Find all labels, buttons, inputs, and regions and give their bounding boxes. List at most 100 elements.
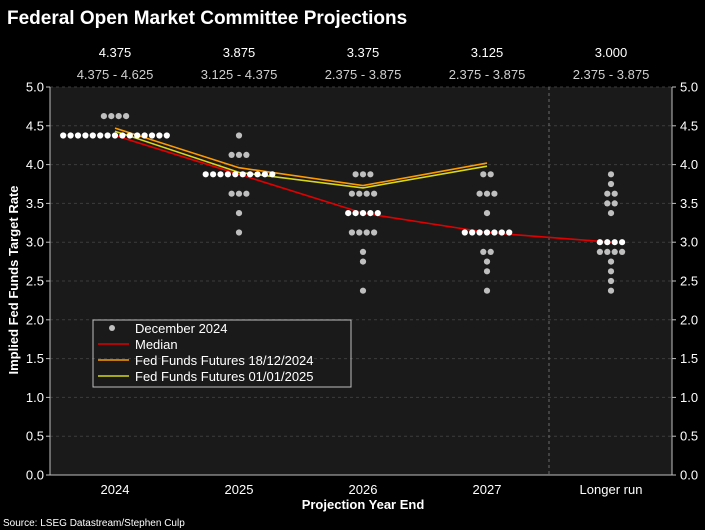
x-tick-label: 2024: [101, 482, 130, 497]
projection-dot: [483, 258, 491, 265]
range-label: 2.375 - 3.875: [573, 67, 650, 82]
projection-dot: [611, 200, 618, 207]
projection-dot: [371, 229, 378, 236]
projection-dot: [469, 229, 476, 236]
projection-dot: [607, 277, 615, 285]
projection-dot: [163, 132, 170, 139]
projection-dot: [82, 132, 89, 139]
projection-dot: [228, 151, 235, 158]
projection-dot: [243, 190, 250, 197]
projection-dot: [607, 180, 615, 188]
median-label: 4.375: [99, 45, 132, 60]
projection-dot: [261, 171, 268, 178]
y-tick-label-right: 3.0: [680, 235, 698, 250]
series-line: [114, 130, 488, 189]
projection-dot: [156, 132, 163, 139]
y-tick-label-left: 2.0: [26, 312, 44, 327]
projection-dot: [348, 190, 355, 197]
projection-dot: [232, 171, 239, 178]
y-tick-label-right: 5.0: [680, 80, 698, 95]
projection-dot: [483, 229, 491, 236]
projection-dot: [487, 248, 494, 255]
y-tick-label-right: 1.5: [680, 351, 698, 366]
projection-dot: [115, 113, 122, 120]
projection-dot: [148, 132, 156, 139]
projection-dot: [356, 229, 363, 236]
y-axis-left: 0.0 0.5 1.0 1.5 2.0 2.5 3.0 3.5 4.0 4.5 5.0: [26, 80, 51, 483]
y-tick-label-left: 4.0: [26, 157, 44, 172]
projection-dot: [483, 190, 491, 197]
projection-dot: [111, 132, 119, 139]
projection-dot: [126, 132, 133, 139]
range-label: 4.375 - 4.625: [77, 67, 154, 82]
y-axis-right: 0.0 0.5 1.0 1.5 2.0 2.5 3.0 3.5 4.0 4.5 5.0: [671, 80, 698, 483]
projection-dot: [607, 287, 615, 294]
x-tick-label: Longer run: [580, 482, 643, 497]
projection-dot: [228, 190, 235, 197]
projection-dot: [604, 190, 611, 197]
projection-dot: [224, 171, 231, 178]
projection-dot: [611, 239, 618, 246]
projection-dot: [243, 151, 250, 158]
y-tick-label-left: 3.5: [26, 196, 44, 211]
projection-dot: [483, 287, 491, 294]
legend: December 2024 Median Fed Funds Futures 1…: [92, 319, 352, 388]
y-tick-label-left: 0.0: [26, 468, 44, 483]
projection-dot: [371, 190, 378, 197]
x-axis-title: Projection Year End: [302, 497, 425, 512]
projection-dot: [359, 210, 367, 217]
y-tick-label-right: 3.5: [680, 196, 698, 211]
projection-dot: [491, 229, 498, 236]
projection-dot: [604, 248, 611, 255]
y-tick-label-right: 4.5: [680, 118, 698, 133]
projection-dot: [345, 210, 352, 217]
projection-dot: [619, 239, 626, 246]
projection-dot: [611, 248, 618, 255]
projection-dot: [476, 229, 483, 236]
projection-dot: [491, 190, 498, 197]
projection-dot: [596, 248, 604, 255]
y-tick-label-right: 4.0: [680, 157, 698, 172]
median-label: 3.375: [347, 45, 380, 60]
range-label: 3.125 - 4.375: [201, 67, 278, 82]
y-tick-label-right: 1.0: [680, 390, 698, 405]
projection-dot: [363, 190, 370, 197]
series-line: [114, 127, 488, 187]
projection-dot: [254, 171, 261, 178]
y-axis-title: Implied Fed Funds Target Rate: [6, 185, 21, 374]
y-tick-label-left: 1.0: [26, 390, 44, 405]
projection-dot: [607, 171, 615, 178]
y-tick-label-left: 3.0: [26, 235, 44, 250]
projection-dot: [483, 268, 491, 275]
projection-dot: [119, 132, 126, 139]
projection-dot: [367, 210, 374, 217]
projection-dot: [141, 132, 148, 139]
projection-dot: [596, 239, 604, 246]
projection-dot: [461, 229, 468, 236]
legend-marker-dots: [109, 325, 115, 331]
projection-dot: [367, 171, 374, 178]
y-tick-label-right: 0.5: [680, 429, 698, 444]
median-label: 3.875: [223, 45, 256, 60]
projection-dot: [359, 248, 367, 255]
projection-dot: [202, 171, 209, 178]
projection-dot: [97, 132, 104, 139]
legend-label-futures-1: Fed Funds Futures 18/12/2024: [135, 353, 314, 368]
projection-dot: [607, 258, 615, 265]
projection-dot: [374, 210, 381, 217]
median-label: 3.125: [471, 45, 504, 60]
projection-dot: [100, 113, 107, 120]
projection-dot: [498, 229, 505, 236]
projection-dot: [476, 190, 483, 197]
range-label: 2.375 - 3.875: [325, 67, 402, 82]
projection-dot: [604, 200, 611, 207]
projection-dot: [607, 210, 615, 217]
projection-dot: [104, 132, 111, 139]
projection-dot: [607, 268, 615, 275]
projection-dot: [480, 248, 487, 255]
legend-label-futures-2: Fed Funds Futures 01/01/2025: [135, 369, 314, 384]
projection-dot: [134, 132, 141, 139]
projection-dot: [210, 171, 217, 178]
projection-dot: [611, 190, 618, 197]
